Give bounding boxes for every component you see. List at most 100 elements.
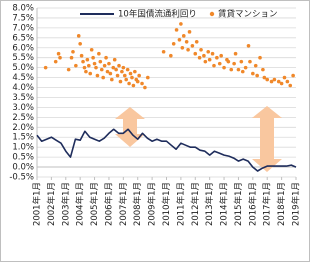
x-tick-label: 2010年1月 — [161, 182, 172, 226]
scatter-point — [203, 59, 208, 64]
scatter-point — [177, 38, 182, 42]
scatter-point — [121, 65, 126, 70]
scatter-point — [81, 59, 85, 64]
scatter-point — [92, 61, 97, 66]
scatter-point — [217, 61, 222, 66]
scatter-point — [193, 51, 198, 56]
scatter-point — [169, 53, 173, 58]
x-tick-label: 2019年1月 — [291, 182, 302, 226]
scatter-point — [171, 41, 176, 46]
legend-label: 賃貸マンション — [218, 9, 278, 20]
scatter-point — [66, 67, 71, 72]
y-tick-label: 6.5% — [12, 33, 34, 43]
scatter-point — [131, 83, 136, 88]
scatter-point — [79, 53, 84, 58]
scatter-point — [215, 55, 219, 60]
y-tick-label: 7.5% — [12, 13, 34, 23]
legend-label: 10年国債流通利回り — [118, 9, 197, 20]
x-tick-label: 2016年1月 — [247, 182, 258, 226]
x-tick-label: 2004年1月 — [75, 182, 86, 226]
chart: -0.5%0.0%0.5%1.0%1.5%2.0%2.5%3.0%3.5%4.0… — [0, 0, 310, 262]
scatter-point — [194, 40, 199, 44]
scatter-point — [212, 63, 216, 68]
scatter-point — [251, 71, 255, 76]
scatter-point — [261, 67, 265, 72]
x-tick-label: 2003年1月 — [60, 182, 71, 226]
scatter-point — [272, 77, 277, 82]
x-tick-label: 2008年1月 — [132, 182, 143, 226]
x-tick-label: 2017年1月 — [262, 182, 273, 226]
y-tick-label: 3.5% — [12, 93, 34, 103]
scatter-point — [206, 49, 211, 54]
x-tick-label: 2012年1月 — [190, 182, 201, 226]
scatter-point — [133, 69, 137, 74]
plot — [36, 22, 297, 172]
scatter-point — [240, 69, 245, 74]
scatter-point — [137, 73, 141, 78]
scatter-point — [202, 53, 206, 58]
x-tick-label: 2013年1月 — [204, 182, 215, 226]
x-tick-label: 2006年1月 — [103, 182, 114, 226]
scatter-point — [207, 57, 212, 62]
scatter-point — [282, 75, 287, 80]
y-tick-label: 1.5% — [12, 133, 34, 143]
scatter-point — [130, 75, 134, 80]
scatter-point — [82, 65, 87, 70]
scatter-point — [143, 85, 147, 90]
y-tick-label: 4.0% — [12, 83, 34, 93]
scatter-point — [117, 63, 121, 68]
scatter-point — [140, 81, 144, 86]
scatter-point — [94, 65, 98, 70]
scatter-point — [118, 79, 123, 84]
y-tick-label: 3.0% — [12, 103, 34, 113]
scatter-point — [197, 55, 202, 60]
x-tick-label: 2015年1月 — [233, 182, 244, 226]
scatter-point — [210, 51, 215, 56]
legend: 10年国債流通利回り 賃貸マンション — [80, 9, 278, 20]
scatter-point — [105, 69, 110, 74]
scatter-point — [88, 71, 93, 76]
x-tick-label: 2007年1月 — [118, 182, 129, 226]
scatter-point — [232, 61, 236, 66]
y-tick-label: 2.0% — [12, 123, 34, 133]
scatter-point — [107, 61, 111, 66]
scatter-point — [102, 63, 107, 68]
scatter-point — [161, 49, 166, 54]
scatter-point — [255, 73, 259, 78]
scatter-point — [236, 67, 241, 72]
x-tick-label: 2001年1月 — [32, 182, 43, 226]
scatter-point — [124, 77, 129, 82]
scatter-point — [226, 59, 231, 64]
y-tick-label: 8.0% — [12, 4, 34, 14]
scatter-point — [84, 69, 88, 74]
scatter-point — [95, 73, 100, 78]
scatter-point — [219, 53, 223, 58]
scatter-point — [239, 59, 244, 64]
scatter-point — [89, 47, 94, 52]
x-tick-label: 2009年1月 — [147, 182, 158, 226]
scatter-point — [112, 57, 117, 62]
scatter-point — [262, 75, 267, 80]
scatter-point — [248, 59, 252, 64]
scatter-point — [125, 67, 130, 72]
x-tick-label: 2014年1月 — [219, 182, 230, 226]
grid: -0.5%0.0%0.5%1.0%1.5%2.0%2.5%3.0%3.5%4.0… — [9, 4, 301, 227]
scatter-point — [180, 45, 185, 50]
scatter-point — [279, 81, 284, 86]
legend-dot — [209, 11, 215, 17]
scatter-point — [288, 83, 293, 88]
scatter-point — [76, 34, 81, 38]
scatter-point — [190, 43, 195, 48]
x-tick-label: 2011年1月 — [175, 182, 186, 226]
chart-border — [0, 0, 310, 262]
scatter-point — [110, 77, 114, 82]
y-tick-label: 0.0% — [12, 163, 34, 173]
y-tick-label: 5.0% — [12, 63, 34, 73]
scatter-point — [181, 34, 186, 38]
scatter-point — [111, 65, 116, 70]
scatter-point — [85, 57, 90, 62]
y-tick-label: 5.5% — [12, 53, 34, 63]
scatter-point — [53, 59, 58, 64]
y-tick-label: -0.5% — [9, 173, 34, 183]
